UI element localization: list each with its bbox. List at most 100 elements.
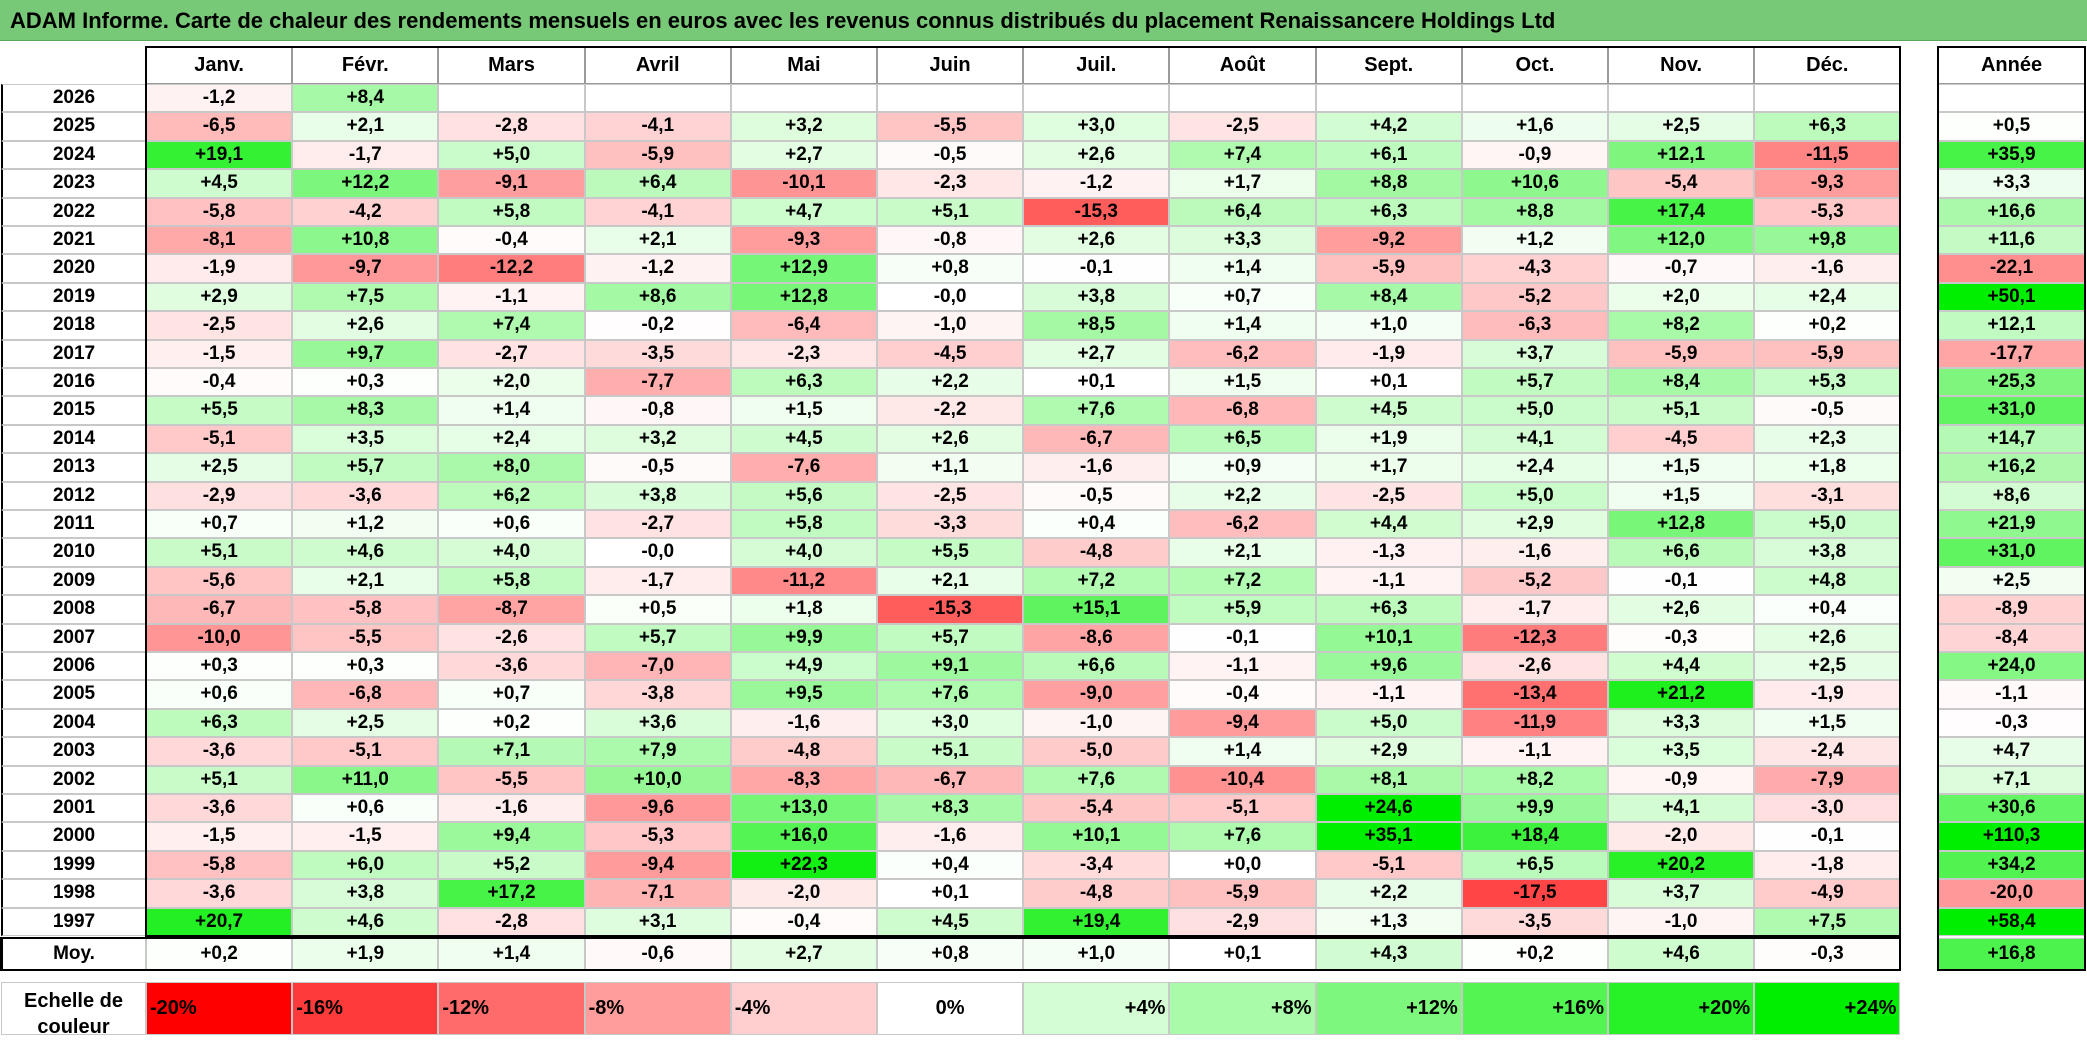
heatmap-cell: -7,1 xyxy=(584,879,731,908)
heatmap-cell: +2,6 xyxy=(1754,623,1901,652)
heatmap-cell: +2,6 xyxy=(1023,226,1170,255)
heatmap-cell: +5,2 xyxy=(438,850,585,880)
heatmap-cell: +2,2 xyxy=(1315,879,1462,908)
heatmap-cell: +0,3 xyxy=(292,368,439,397)
heatmap-cell: +0,4 xyxy=(1023,510,1170,539)
heatmap-cell: -5,8 xyxy=(146,197,293,226)
heatmap-cell xyxy=(1169,84,1316,113)
heatmap-cell: +6,5 xyxy=(1461,850,1608,880)
heatmap-cell: -13,4 xyxy=(1461,680,1608,709)
heatmap-cell: +1,8 xyxy=(730,595,877,624)
heatmap-cell: -0,8 xyxy=(877,226,1024,255)
heatmap-cell: +4,5 xyxy=(877,907,1024,936)
heatmap-cell: +5,8 xyxy=(438,197,585,226)
heatmap-cell: +4,4 xyxy=(1315,510,1462,539)
heatmap-cell: -3,3 xyxy=(877,510,1024,539)
heatmap-cell: -2,5 xyxy=(877,481,1024,510)
heatmap-cell: +2,1 xyxy=(584,226,731,255)
heatmap-cell: -2,5 xyxy=(1315,481,1462,510)
month-header: Août xyxy=(1169,47,1316,84)
heatmap-cell: -5,3 xyxy=(584,822,731,851)
annual-cell: +0,5 xyxy=(1938,112,2085,141)
heatmap-cell: +8,5 xyxy=(1023,311,1170,340)
heatmap-cell: -10,4 xyxy=(1169,765,1316,794)
heatmap-cell: +7,4 xyxy=(1169,140,1316,170)
heatmap-cell: -3,1 xyxy=(1754,481,1901,510)
heatmap-cell: -1,1 xyxy=(1315,680,1462,709)
year-label: 2009 xyxy=(1,566,146,596)
year-label: 2000 xyxy=(1,822,146,851)
year-label: 2002 xyxy=(1,765,146,794)
heatmap-cell: +2,0 xyxy=(438,368,585,397)
year-label: 2005 xyxy=(1,680,146,709)
heatmap-cell: +5,8 xyxy=(730,510,877,539)
average-cell: +1,0 xyxy=(1023,938,1170,970)
annual-cell: +16,2 xyxy=(1938,453,2085,482)
heatmap-cell: +1,8 xyxy=(1754,453,1901,482)
heatmap-cell: -3,6 xyxy=(146,879,293,908)
annual-cell: +12,1 xyxy=(1938,311,2085,340)
heatmap-cell: -2,9 xyxy=(146,481,293,510)
heatmap-cell: +6,4 xyxy=(1169,197,1316,226)
heatmap-cell: +18,4 xyxy=(1461,822,1608,851)
heatmap-cell: +9,9 xyxy=(730,623,877,652)
heatmap-cell: -2,5 xyxy=(1169,112,1316,141)
heatmap-cell: -1,1 xyxy=(438,282,585,312)
heatmap-cell: +2,6 xyxy=(1608,595,1755,624)
legend-swatch: +8% xyxy=(1169,982,1316,1035)
annual-cell: +11,6 xyxy=(1938,226,2085,255)
year-label: 2003 xyxy=(1,737,146,766)
heatmap-cell: +5,7 xyxy=(1461,368,1608,397)
heatmap-cell: +7,6 xyxy=(1023,396,1170,425)
heatmap-cell: +12,1 xyxy=(1608,140,1755,170)
heatmap-cell: +1,9 xyxy=(1315,424,1462,454)
heatmap-cell: +7,6 xyxy=(877,680,1024,709)
heatmap-cell: +4,4 xyxy=(1608,652,1755,681)
heatmap-cell: -5,1 xyxy=(146,424,293,454)
heatmap-cell: -2,6 xyxy=(438,623,585,652)
year-label: 1999 xyxy=(1,850,146,880)
heatmap-cell: -5,1 xyxy=(292,737,439,766)
heatmap-cell: -1,5 xyxy=(146,822,293,851)
heatmap-cell: -5,5 xyxy=(292,623,439,652)
heatmap-cell: +5,7 xyxy=(584,623,731,652)
heatmap-cell: +2,5 xyxy=(292,708,439,738)
year-label: 2019 xyxy=(1,282,146,312)
annual-cell: -8,4 xyxy=(1938,623,2085,652)
heatmap-cell: +2,2 xyxy=(877,368,1024,397)
year-label: 2022 xyxy=(1,197,146,226)
heatmap-cell: +12,2 xyxy=(292,169,439,198)
heatmap-cell: -4,8 xyxy=(730,737,877,766)
heatmap-cell: +4,0 xyxy=(438,538,585,567)
heatmap-cell: +8,2 xyxy=(1461,765,1608,794)
heatmap-cell: +3,5 xyxy=(292,424,439,454)
heatmap-cell: +3,2 xyxy=(730,112,877,141)
legend-swatch: -20% xyxy=(146,982,293,1035)
heatmap-cell: -3,4 xyxy=(1023,850,1170,880)
heatmap-cell: +5,7 xyxy=(292,453,439,482)
heatmap-cell: +6,5 xyxy=(1169,424,1316,454)
heatmap-cell: -0,2 xyxy=(584,311,731,340)
legend-swatch: -12% xyxy=(438,982,585,1035)
heatmap-cell: +13,0 xyxy=(730,794,877,823)
heatmap-cell: +0,6 xyxy=(438,510,585,539)
heatmap-cell: -3,8 xyxy=(584,680,731,709)
heatmap-cell: +1,2 xyxy=(1461,226,1608,255)
heatmap-cell: -1,7 xyxy=(584,566,731,596)
annual-cell: -1,1 xyxy=(1938,680,2085,709)
heatmap-cell: -0,3 xyxy=(1608,623,1755,652)
heatmap-cell: +5,5 xyxy=(877,538,1024,567)
heatmap-cell: -0,1 xyxy=(1608,566,1755,596)
heatmap-cell: +2,1 xyxy=(877,566,1024,596)
heatmap-cell: -6,3 xyxy=(1461,311,1608,340)
heatmap-cell: +2,7 xyxy=(1023,339,1170,368)
average-cell: +0,2 xyxy=(146,938,293,970)
month-header: Mars xyxy=(438,47,585,84)
heatmap-cell: +2,6 xyxy=(1023,140,1170,170)
heatmap-cell: +0,9 xyxy=(1169,453,1316,482)
heatmap-cell: -0,5 xyxy=(877,140,1024,170)
month-header: Oct. xyxy=(1461,47,1608,84)
legend-swatch: 0% xyxy=(877,982,1024,1035)
month-header: Févr. xyxy=(292,47,439,84)
annual-cell: +25,3 xyxy=(1938,368,2085,397)
